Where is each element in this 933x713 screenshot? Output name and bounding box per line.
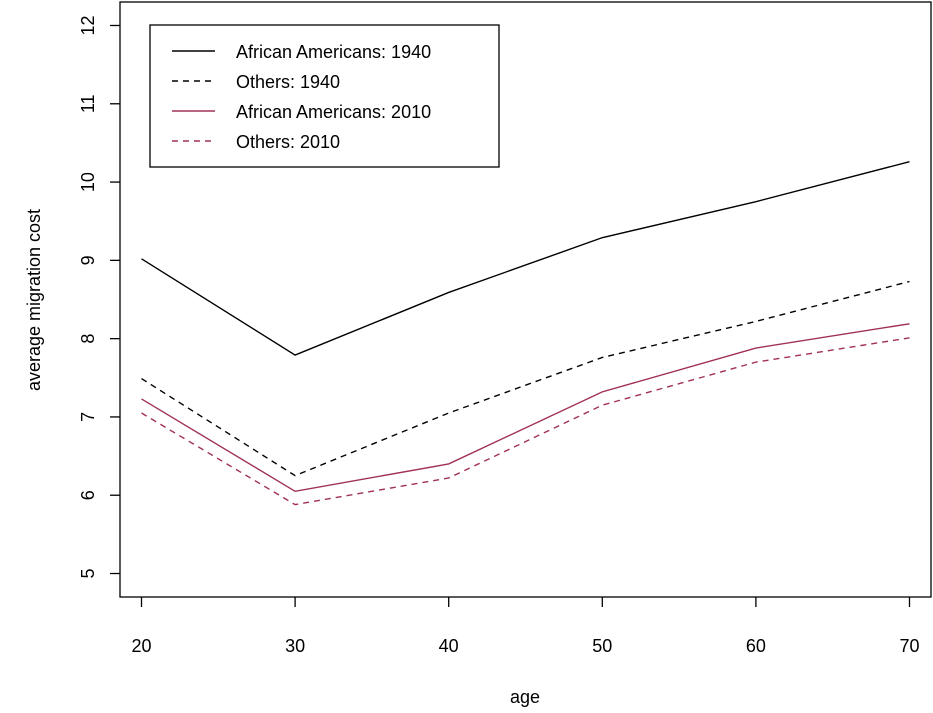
x-tick-label: 50	[592, 636, 612, 656]
y-tick-label: 12	[78, 15, 98, 35]
y-tick-label: 7	[78, 412, 98, 422]
legend: African Americans: 1940 Others: 1940 Afric…	[149, 24, 500, 168]
y-tick-label: 5	[78, 569, 98, 579]
y-axis: 5 6 7 8 9 10 11 12	[78, 15, 120, 579]
legend-label: Others: 1940	[236, 72, 340, 92]
y-tick-label: 6	[78, 490, 98, 500]
y-axis-title: average migration cost	[24, 209, 44, 391]
x-tick-label: 30	[285, 636, 305, 656]
y-tick-label: 8	[78, 334, 98, 344]
x-tick-label: 40	[439, 636, 459, 656]
legend-label: African Americans: 1940	[236, 42, 431, 62]
x-tick-label: 20	[131, 636, 151, 656]
legend-box	[149, 24, 500, 168]
series-layer	[141, 161, 910, 506]
legend-label: African Americans: 2010	[236, 102, 431, 122]
legend-label: Others: 2010	[236, 132, 340, 152]
series-line-1	[141, 161, 910, 356]
x-axis-title: age	[510, 687, 540, 707]
y-tick-label: 10	[78, 172, 98, 192]
series-line-4	[141, 337, 910, 506]
x-tick-label: 60	[746, 636, 766, 656]
x-axis: 20 30 40 50 60 70	[131, 597, 920, 656]
y-tick-label: 11	[78, 94, 98, 113]
plot-frame	[119, 1, 932, 598]
series-line-2	[141, 280, 910, 477]
x-tick-label: 70	[899, 636, 919, 656]
series-line-3	[141, 323, 910, 493]
y-tick-label: 9	[78, 255, 98, 265]
